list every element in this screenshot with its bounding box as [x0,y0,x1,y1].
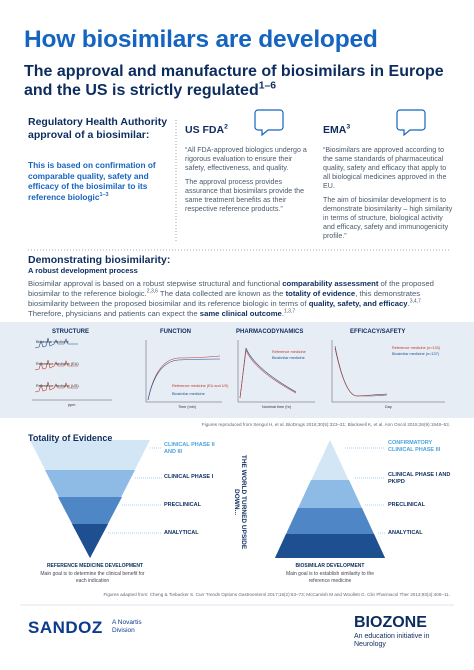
segment: . [407,299,410,308]
biozone-tagline: An education initiative in Neurology [354,633,430,648]
ref-goal: Main goal is to determine the clinical b… [40,571,145,584]
text: EMA [323,124,347,136]
level: ANALYTICAL [388,530,423,536]
paragraph: The aim of biosimilar development is to … [323,196,453,240]
bio-goal: Main goal is to establish similarity to … [285,571,375,584]
segment: comparability assessment [282,279,379,288]
level: CLINICAL PHASE I [164,474,214,480]
segment: Biosimilar approval is based on a robust… [28,279,283,288]
middle-text: THE WORLD TURNED UPSIDE DOWN... [233,454,247,550]
segment: totality of evidence [285,289,356,298]
ema-text: “Biosimilars are approved according to t… [323,146,453,241]
legend: Biosimilar medicine [36,340,69,344]
text: US FDA [185,124,225,136]
ref: 1–6 [258,80,277,92]
panel-title: PHARMACODYNAMICS [236,329,304,335]
legend: Reference medicine (n=133) [392,346,441,350]
ref: 1–3 [99,191,109,198]
ref-title: REFERENCE MEDICINE DEVELOPMENT [46,563,144,569]
sandoz-logo: SANDOZ [28,618,103,637]
segment: . [281,309,284,318]
segment: 3,4,7 [409,298,421,305]
legend: Reference medicine (US) [36,384,79,388]
biozone-logo: BIOZONE [354,614,427,631]
legend: Reference medicine (EU and US) [172,384,229,388]
paragraph: “All FDA-approved biologics undergo a ri… [185,146,307,172]
segment: 2,3,6 [146,288,158,295]
caption: Figures reproduced from Sengul H, et al.… [201,422,450,427]
level: CONFIRMATORY CLINICAL PHASE III [388,440,441,453]
totality-heading: Totality of Evidence [28,433,113,443]
segment: 1,3,7 [283,308,296,315]
caption: Figures adapted from: Cheng & Tiebacker … [103,592,451,597]
panel-title: STRUCTURE [52,329,89,335]
level: CLINICAL PHASE I AND PK/PD [388,472,451,485]
segment: The data collected are known as the [157,289,286,298]
legend: Reference medicine (EU) [36,362,79,366]
ema-title: EMA3 [323,124,350,137]
demo-text: Biosimilar approval is based on a robust… [28,279,448,319]
axis-label: Day [385,405,392,409]
fda-title: US FDA2 [185,124,228,137]
panel-title: EFFICACY/SAFETY [350,329,406,335]
demo-heading: Demonstrating biosimilarity: [28,254,171,266]
axis-label: ppm [68,403,76,407]
level: PRECLINICAL [388,502,425,508]
paragraph: “Biosimilars are approved according to t… [323,146,447,190]
axis-label: Nominal time (hr) [262,405,292,409]
level: PRECLINICAL [164,502,201,508]
panel-title: FUNCTION [160,329,191,335]
demo-subheading: A robust development process [28,266,138,275]
text: This is based on confirmation of compara… [28,160,156,202]
level: ANALYTICAL [164,530,199,536]
fda-text: “All FDA-approved biologics undergo a ri… [185,146,313,214]
legend: Reference medicine [272,350,306,354]
segment: Therefore, physicians and patients can e… [28,309,200,318]
subtitle-text: The approval and manufacture of biosimil… [24,63,444,99]
bio-title: BIOSIMILAR DEVELOPMENT [295,563,365,569]
level: CLINICAL PHASE II AND III [164,442,215,455]
legend: Biosimilar medicine [172,392,205,396]
segment: same clinical outcome [199,309,282,318]
legend: Biosimilar medicine [272,356,305,360]
legend: Biosimilar medicine (n=137) [392,352,439,356]
segment: , this demonstrates biosimilarity betwee… [28,289,421,308]
paragraph: The approval process provides assurance … [185,178,305,213]
segment: quality, safety, and efficacy [308,299,408,308]
approval-heading: Regulatory Health Authority approval of … [28,116,168,141]
subtitle: The approval and manufacture of biosimil… [24,62,444,100]
segment: of the proposed biosimilar to the refere… [28,279,434,298]
ref: 2 [224,123,228,131]
title: How biosimilars are developed [24,26,378,53]
approval-statement: This is based on confirmation of compara… [28,160,170,202]
ref: 3 [346,123,351,131]
axis-label: Time (min) [178,405,196,409]
sandoz-tagline: A Novartis Division [112,619,142,634]
